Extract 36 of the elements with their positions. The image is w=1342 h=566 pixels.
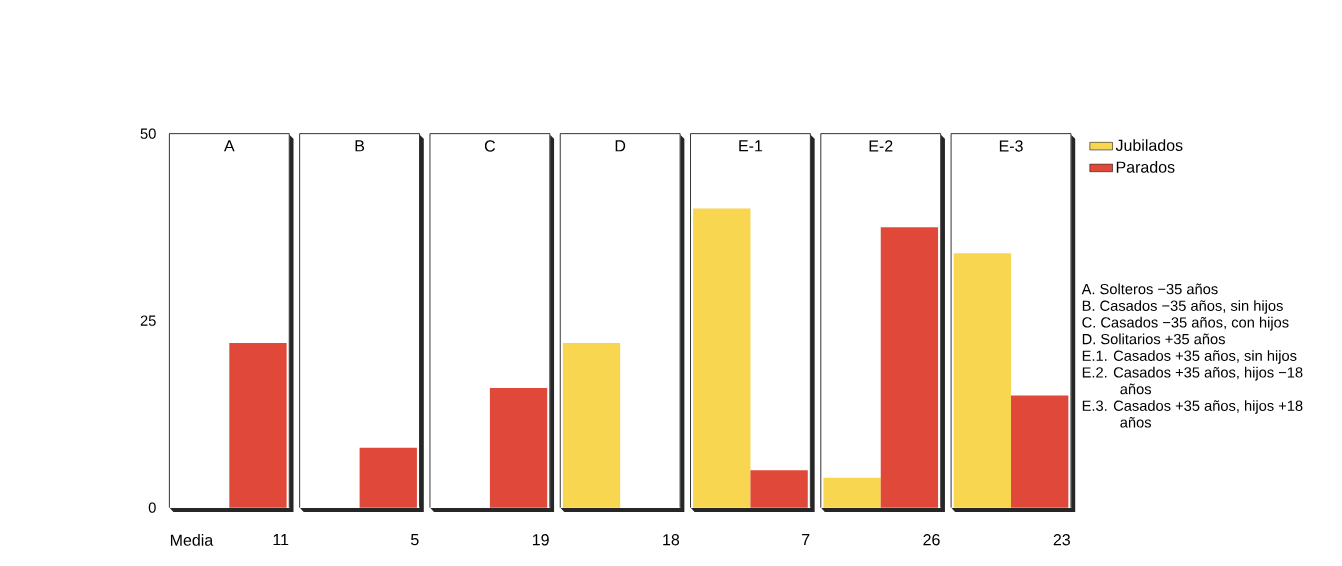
text: 11 — [273, 534, 289, 546]
bar — [359, 447, 417, 508]
text: E.3. Casados +35 años, hijos +18 años — [1082, 400, 1303, 428]
bar — [750, 470, 808, 508]
bar — [880, 227, 939, 508]
text: 19 — [532, 534, 549, 546]
text: 18 — [663, 534, 680, 546]
x-tick-label: A — [224, 140, 235, 152]
text: C. Casados −35 años, con hijos — [1082, 316, 1289, 331]
legend-label: Jubilados — [1115, 139, 1183, 151]
x-tick-label: E-2 — [869, 140, 893, 152]
text: E.1. Casados +35 años, sin hijos — [1082, 350, 1297, 364]
bar — [823, 477, 881, 508]
text: Media — [170, 534, 214, 546]
x-tick-label: C — [484, 140, 496, 152]
text: 7 — [802, 534, 810, 546]
bar — [489, 387, 548, 508]
x-tick-label: E-3 — [999, 140, 1023, 152]
y-tick-label: 50 — [140, 128, 156, 139]
x-tick-label: E-1 — [739, 140, 763, 152]
x-tick-label: B — [355, 140, 365, 152]
bar — [1011, 395, 1069, 508]
legend-label: Parados — [1116, 161, 1175, 173]
text: A. Solteros −35 años — [1081, 283, 1218, 295]
text: B. Casados −35 años, sin hijos — [1082, 300, 1283, 314]
text: D. Solitarios +35 años — [1082, 333, 1225, 345]
y-tick-label: 0 — [148, 502, 156, 513]
bar — [953, 253, 1012, 508]
x-tick-label: D — [615, 140, 626, 152]
bar — [229, 343, 287, 508]
text: 5 — [411, 534, 419, 546]
text: E.2. Casados +35 años, hijos −18 años — [1082, 366, 1303, 395]
text: 26 — [923, 534, 940, 546]
y-tick-label: 25 — [140, 315, 156, 326]
bar — [562, 343, 621, 508]
text: 23 — [1053, 534, 1070, 546]
